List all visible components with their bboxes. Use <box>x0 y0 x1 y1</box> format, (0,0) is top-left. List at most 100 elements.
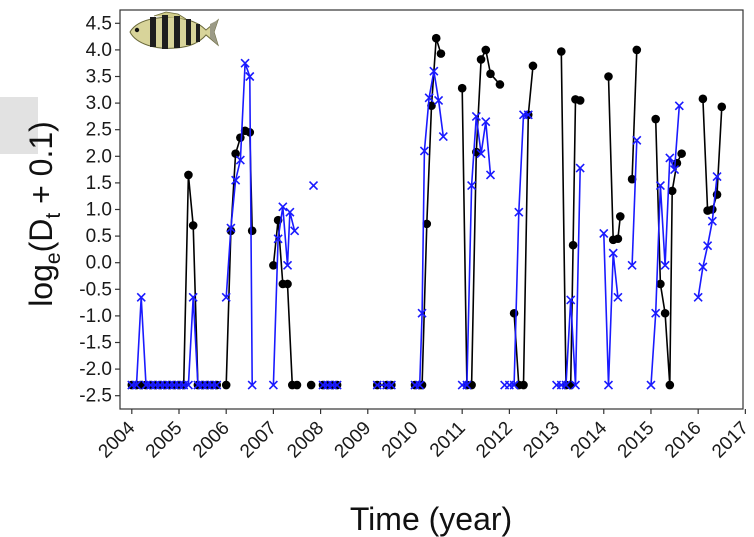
data-point-circle <box>528 61 538 71</box>
data-point-x <box>476 149 486 159</box>
data-point-x <box>282 260 293 270</box>
data-point-circle <box>651 114 660 124</box>
x-tick-label: 2017 <box>708 418 753 463</box>
data-point-x <box>415 380 425 390</box>
data-point-circle <box>604 72 613 81</box>
data-point-x <box>669 165 680 175</box>
data-point-circle <box>665 380 675 390</box>
data-point-x <box>212 380 222 390</box>
data-point-circle <box>188 221 198 230</box>
data-point-x <box>372 380 382 390</box>
data-point-x <box>509 380 519 390</box>
y-tick-label: 1.5 <box>86 173 112 194</box>
y-tick-label: -2.5 <box>79 386 112 407</box>
x-axis-title: Time (year) <box>350 501 512 537</box>
edge-artifact <box>0 97 38 154</box>
data-point-x <box>665 153 675 163</box>
data-point-x <box>308 180 319 191</box>
series-x-line <box>603 233 619 386</box>
data-point-x <box>247 380 257 390</box>
data-point-circle <box>221 380 231 390</box>
series-circle-group <box>127 33 727 390</box>
data-point-x <box>674 101 684 111</box>
series-x-line <box>272 206 296 386</box>
y-tick-label: 2.5 <box>86 120 112 141</box>
data-point-x <box>693 292 703 302</box>
data-point-circle <box>698 94 708 104</box>
data-point-circle <box>519 380 528 390</box>
y-tick-label: 3.0 <box>86 93 112 114</box>
data-point-circle <box>486 69 495 79</box>
data-point-x <box>221 292 231 302</box>
y-axis-title: loge(Dt + 0.1) <box>23 121 65 307</box>
data-point-x <box>613 292 623 302</box>
data-point-circle <box>677 149 686 158</box>
data-point-circle <box>236 133 245 142</box>
data-point-x <box>332 380 342 390</box>
data-point-circle <box>660 308 670 318</box>
data-point-circle <box>231 149 240 158</box>
data-point-circle <box>436 49 446 58</box>
y-tick-label: 1.0 <box>86 200 112 221</box>
series-layer <box>127 33 727 390</box>
y-tick-label: 0.0 <box>86 253 112 274</box>
x-tick-label: 2006 <box>189 418 234 463</box>
data-point-x <box>575 163 585 173</box>
series-circle-line <box>631 49 638 180</box>
data-point-x <box>417 308 427 318</box>
data-point-x <box>183 380 194 390</box>
data-point-x <box>570 380 581 390</box>
data-point-x <box>655 180 665 191</box>
data-point-x <box>429 66 439 76</box>
data-point-circle <box>568 240 578 250</box>
x-tick-label: 2012 <box>472 418 517 463</box>
data-point-circle <box>509 308 519 318</box>
series-x-line <box>415 70 445 386</box>
data-point-circle <box>184 170 193 180</box>
data-point-x <box>485 170 496 180</box>
y-tick-label: 0.5 <box>86 226 112 247</box>
plot-background <box>120 10 743 409</box>
data-point-x <box>235 155 245 165</box>
data-point-x <box>188 292 198 302</box>
data-point-x <box>226 223 236 233</box>
y-tick-label: 2.0 <box>86 146 112 167</box>
data-point-circle <box>457 83 467 93</box>
data-point-circle <box>632 45 642 55</box>
data-point-x <box>561 380 571 390</box>
data-point-circle <box>422 219 432 229</box>
data-point-x <box>712 171 722 182</box>
data-point-x <box>285 207 295 217</box>
data-point-circle <box>269 261 278 270</box>
data-point-circle <box>667 186 677 196</box>
y-tick-label: -2.0 <box>79 359 112 380</box>
data-point-x <box>599 228 609 239</box>
data-point-x <box>467 180 477 191</box>
y-tick-label: 4.5 <box>86 13 112 34</box>
data-point-x <box>434 95 444 106</box>
data-point-x <box>660 260 670 270</box>
data-point-circle <box>656 279 665 289</box>
data-point-circle <box>556 47 566 56</box>
data-point-x <box>136 292 146 302</box>
data-point-circle <box>481 45 491 55</box>
data-point-x <box>523 110 533 120</box>
data-point-x <box>566 295 576 305</box>
data-point-circle <box>292 380 302 390</box>
x-tick-label: 2013 <box>519 418 564 463</box>
x-tick-label: 2009 <box>331 418 376 463</box>
sergeant-major-fish-icon <box>129 11 220 49</box>
data-point-x <box>386 380 396 390</box>
data-point-x <box>245 71 255 82</box>
data-point-x <box>632 135 642 145</box>
data-point-x <box>268 380 278 390</box>
data-point-x <box>646 380 656 390</box>
x-axis-ticks: 2004 2005 2006 2007 2008 2009 2010 2011 2012 2013… <box>95 409 753 462</box>
data-point-x <box>707 216 717 226</box>
data-point-circle <box>247 226 257 236</box>
data-point-circle <box>476 55 486 64</box>
data-point-x <box>438 132 448 142</box>
y-axis-ticks: 4.5 4.0 3.5 3.0 2.5 2.0 1.5 1.0 0.5 0.0 -0.5 -1.0 -1… <box>79 13 120 407</box>
data-point-circle <box>566 380 576 390</box>
